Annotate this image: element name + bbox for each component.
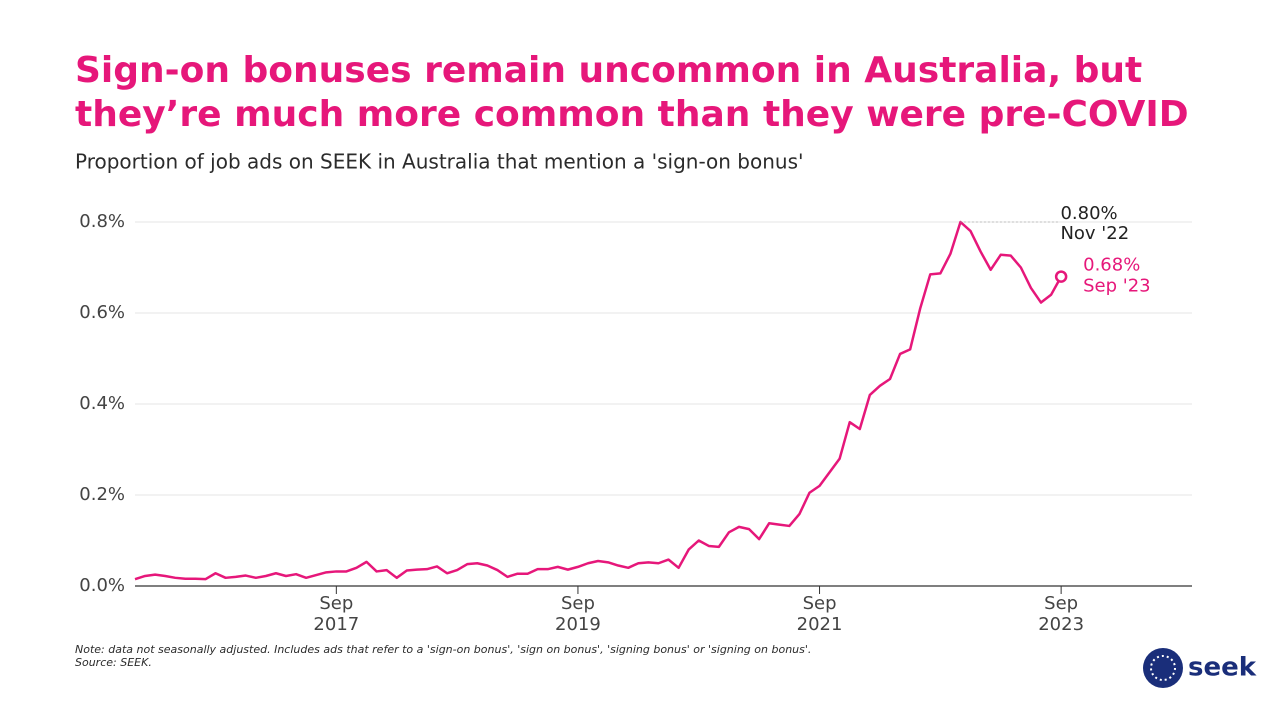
annotation: 0.80% xyxy=(1060,203,1117,224)
line-series xyxy=(134,220,1063,581)
y-tick-label: 0.2% xyxy=(79,484,125,505)
x-tick-label: Sep xyxy=(561,593,595,614)
end-point xyxy=(1054,270,1068,283)
y-tick-label: 0.0% xyxy=(79,575,125,596)
logo: seek xyxy=(1143,648,1257,688)
annotation: Nov '22 xyxy=(1060,223,1129,244)
y-tick-label: 0.8% xyxy=(79,211,125,232)
annotation: Sep '23 xyxy=(1083,276,1151,297)
y-tick-label: 0.6% xyxy=(79,302,125,323)
x-tick-label: 2019 xyxy=(555,614,601,635)
chart-subtitle: Proportion of job ads on SEEK in Austral… xyxy=(75,150,804,174)
chart-title: they’re much more common than they were … xyxy=(75,94,1189,135)
chart-title: Sign-on bonuses remain uncommon in Austr… xyxy=(75,50,1142,91)
y-tick-label: 0.4% xyxy=(79,393,125,414)
x-tick-label: Sep xyxy=(803,593,837,614)
logo-text: seek xyxy=(1188,653,1257,683)
x-tick-label: 2021 xyxy=(797,614,843,635)
note: Note: data not seasonally adjusted. Incl… xyxy=(75,643,811,656)
x-tick-label: 2023 xyxy=(1038,614,1084,635)
annotation: 0.68% xyxy=(1083,255,1140,276)
x-tick-label: 2017 xyxy=(313,614,359,635)
x-tick-label: Sep xyxy=(319,593,353,614)
x-tick-label: Sep xyxy=(1044,593,1078,614)
source: Source: SEEK. xyxy=(75,656,152,669)
